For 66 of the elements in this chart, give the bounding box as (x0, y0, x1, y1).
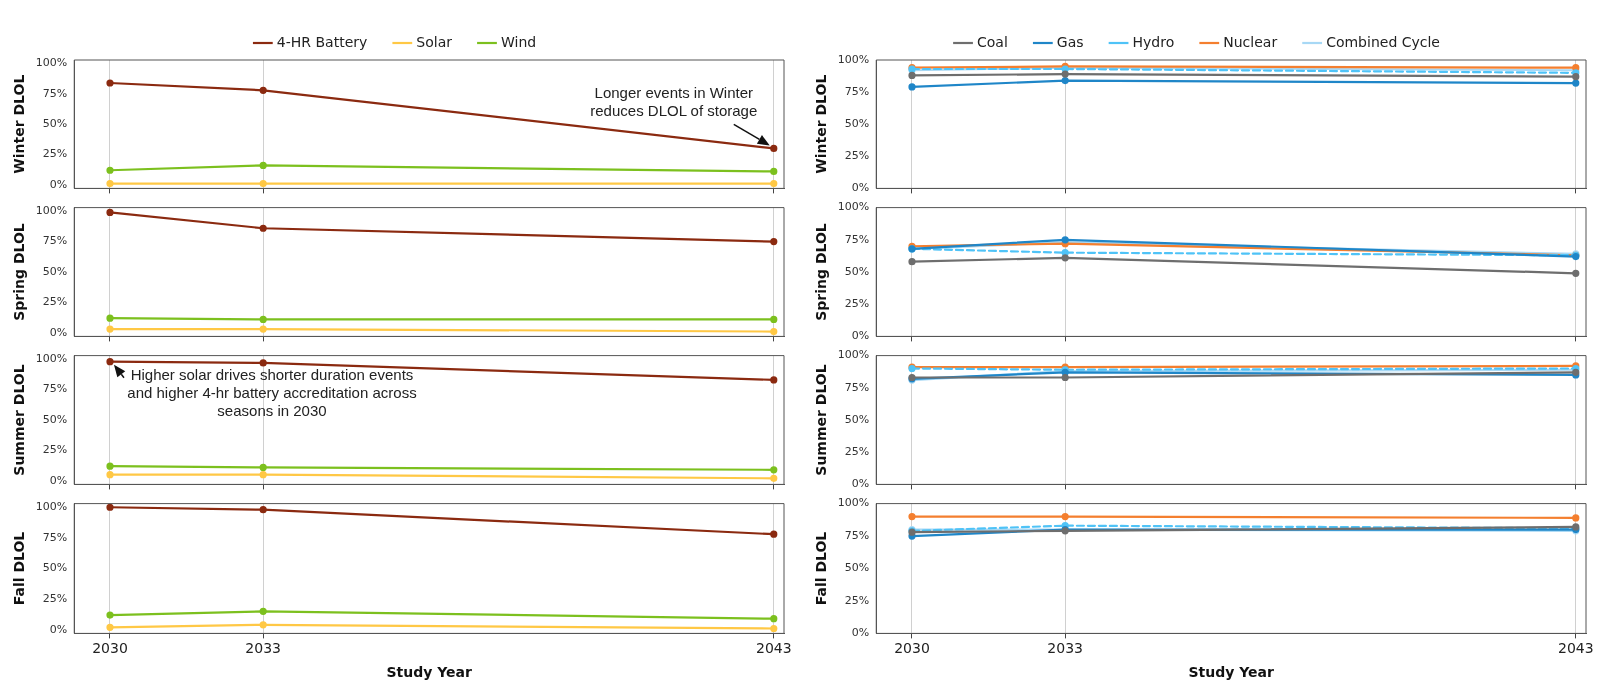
y-axis-title: Summer DLOL (813, 364, 830, 476)
y-axis-title: Spring DLOL (11, 223, 28, 321)
y-tick-label: 0% (851, 329, 870, 343)
annotation: Longer events in Winter reduces DLOL of storage (590, 84, 758, 120)
legend-label: Wind (500, 33, 537, 50)
y-tick-label: 50% (844, 561, 870, 575)
y-tick-label: 50% (42, 561, 68, 575)
y-tick-label: 75% (42, 234, 68, 248)
y-tick-label: 25% (844, 149, 870, 163)
y-tick-label: 0% (49, 473, 68, 487)
y-tick-label: 25% (42, 295, 68, 309)
legend-label: Nuclear (1223, 33, 1278, 50)
y-tick-label: 100% (35, 500, 68, 514)
legend-label: 4-HR Battery (276, 33, 368, 50)
y-tick-label: 0% (851, 181, 870, 195)
y-tick-label: 50% (844, 264, 870, 278)
y-tick-label: 50% (42, 412, 68, 426)
y-tick-label: 25% (42, 443, 68, 457)
y-tick-label: 75% (42, 382, 68, 396)
x-tick-label: 2030 (894, 640, 930, 657)
legend-label: Solar (416, 33, 453, 50)
y-tick-label: 25% (42, 147, 68, 161)
x-tick-label: 2043 (1557, 640, 1594, 657)
legend-label: Hydro (1132, 33, 1175, 50)
legend-label: Combined Cycle (1326, 33, 1440, 50)
y-tick-label: 100% (837, 200, 870, 214)
y-tick-label: 0% (851, 626, 870, 640)
y-tick-label: 25% (844, 445, 870, 459)
y-tick-label: 100% (35, 204, 68, 218)
x-axis-title: Study Year (1188, 664, 1274, 681)
y-tick-label: 75% (844, 380, 870, 394)
y-tick-label: 25% (844, 297, 870, 311)
x-axis-title: Study Year (386, 664, 472, 681)
y-tick-label: 50% (844, 117, 870, 131)
y-tick-label: 25% (844, 593, 870, 607)
y-tick-label: 0% (49, 622, 68, 636)
y-tick-label: 100% (837, 52, 870, 66)
y-tick-label: 25% (42, 591, 68, 605)
y-tick-label: 50% (844, 412, 870, 426)
y-tick-label: 100% (837, 496, 870, 510)
y-tick-label: 100% (35, 56, 68, 70)
y-axis-title: Spring DLOL (813, 223, 830, 321)
y-tick-label: 100% (35, 352, 68, 366)
y-tick-label: 75% (42, 86, 68, 100)
y-tick-label: 100% (837, 348, 870, 362)
y-tick-label: 0% (49, 177, 68, 191)
y-axis-title: Fall DLOL (11, 531, 28, 606)
y-tick-label: 75% (844, 528, 870, 542)
x-tick-label: 2033 (245, 640, 281, 657)
legend-label: Coal (977, 33, 1008, 50)
y-tick-label: 50% (42, 264, 68, 278)
y-axis-title: Fall DLOL (813, 531, 830, 606)
y-tick-label: 50% (42, 117, 68, 131)
y-tick-label: 0% (851, 477, 870, 491)
y-tick-label: 75% (844, 232, 870, 246)
y-axis-title: Winter DLOL (11, 74, 28, 174)
y-tick-label: 75% (42, 530, 68, 544)
x-tick-label: 2033 (1047, 640, 1083, 657)
x-tick-label: 2030 (92, 640, 128, 657)
y-axis-title: Winter DLOL (813, 74, 830, 174)
annotation: Higher solar drives shorter duration events and higher 4-hr battery accreditation across seasons in 2030 (127, 366, 417, 420)
y-tick-label: 0% (49, 325, 68, 339)
y-axis-title: Summer DLOL (11, 364, 28, 476)
legend-label: Gas (1056, 33, 1084, 50)
y-tick-label: 75% (844, 84, 870, 98)
x-tick-label: 2043 (755, 640, 792, 657)
